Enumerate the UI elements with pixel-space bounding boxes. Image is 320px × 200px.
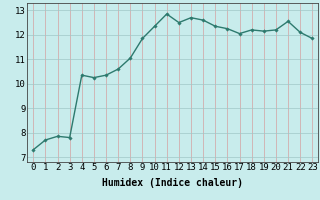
X-axis label: Humidex (Indice chaleur): Humidex (Indice chaleur) — [102, 178, 243, 188]
